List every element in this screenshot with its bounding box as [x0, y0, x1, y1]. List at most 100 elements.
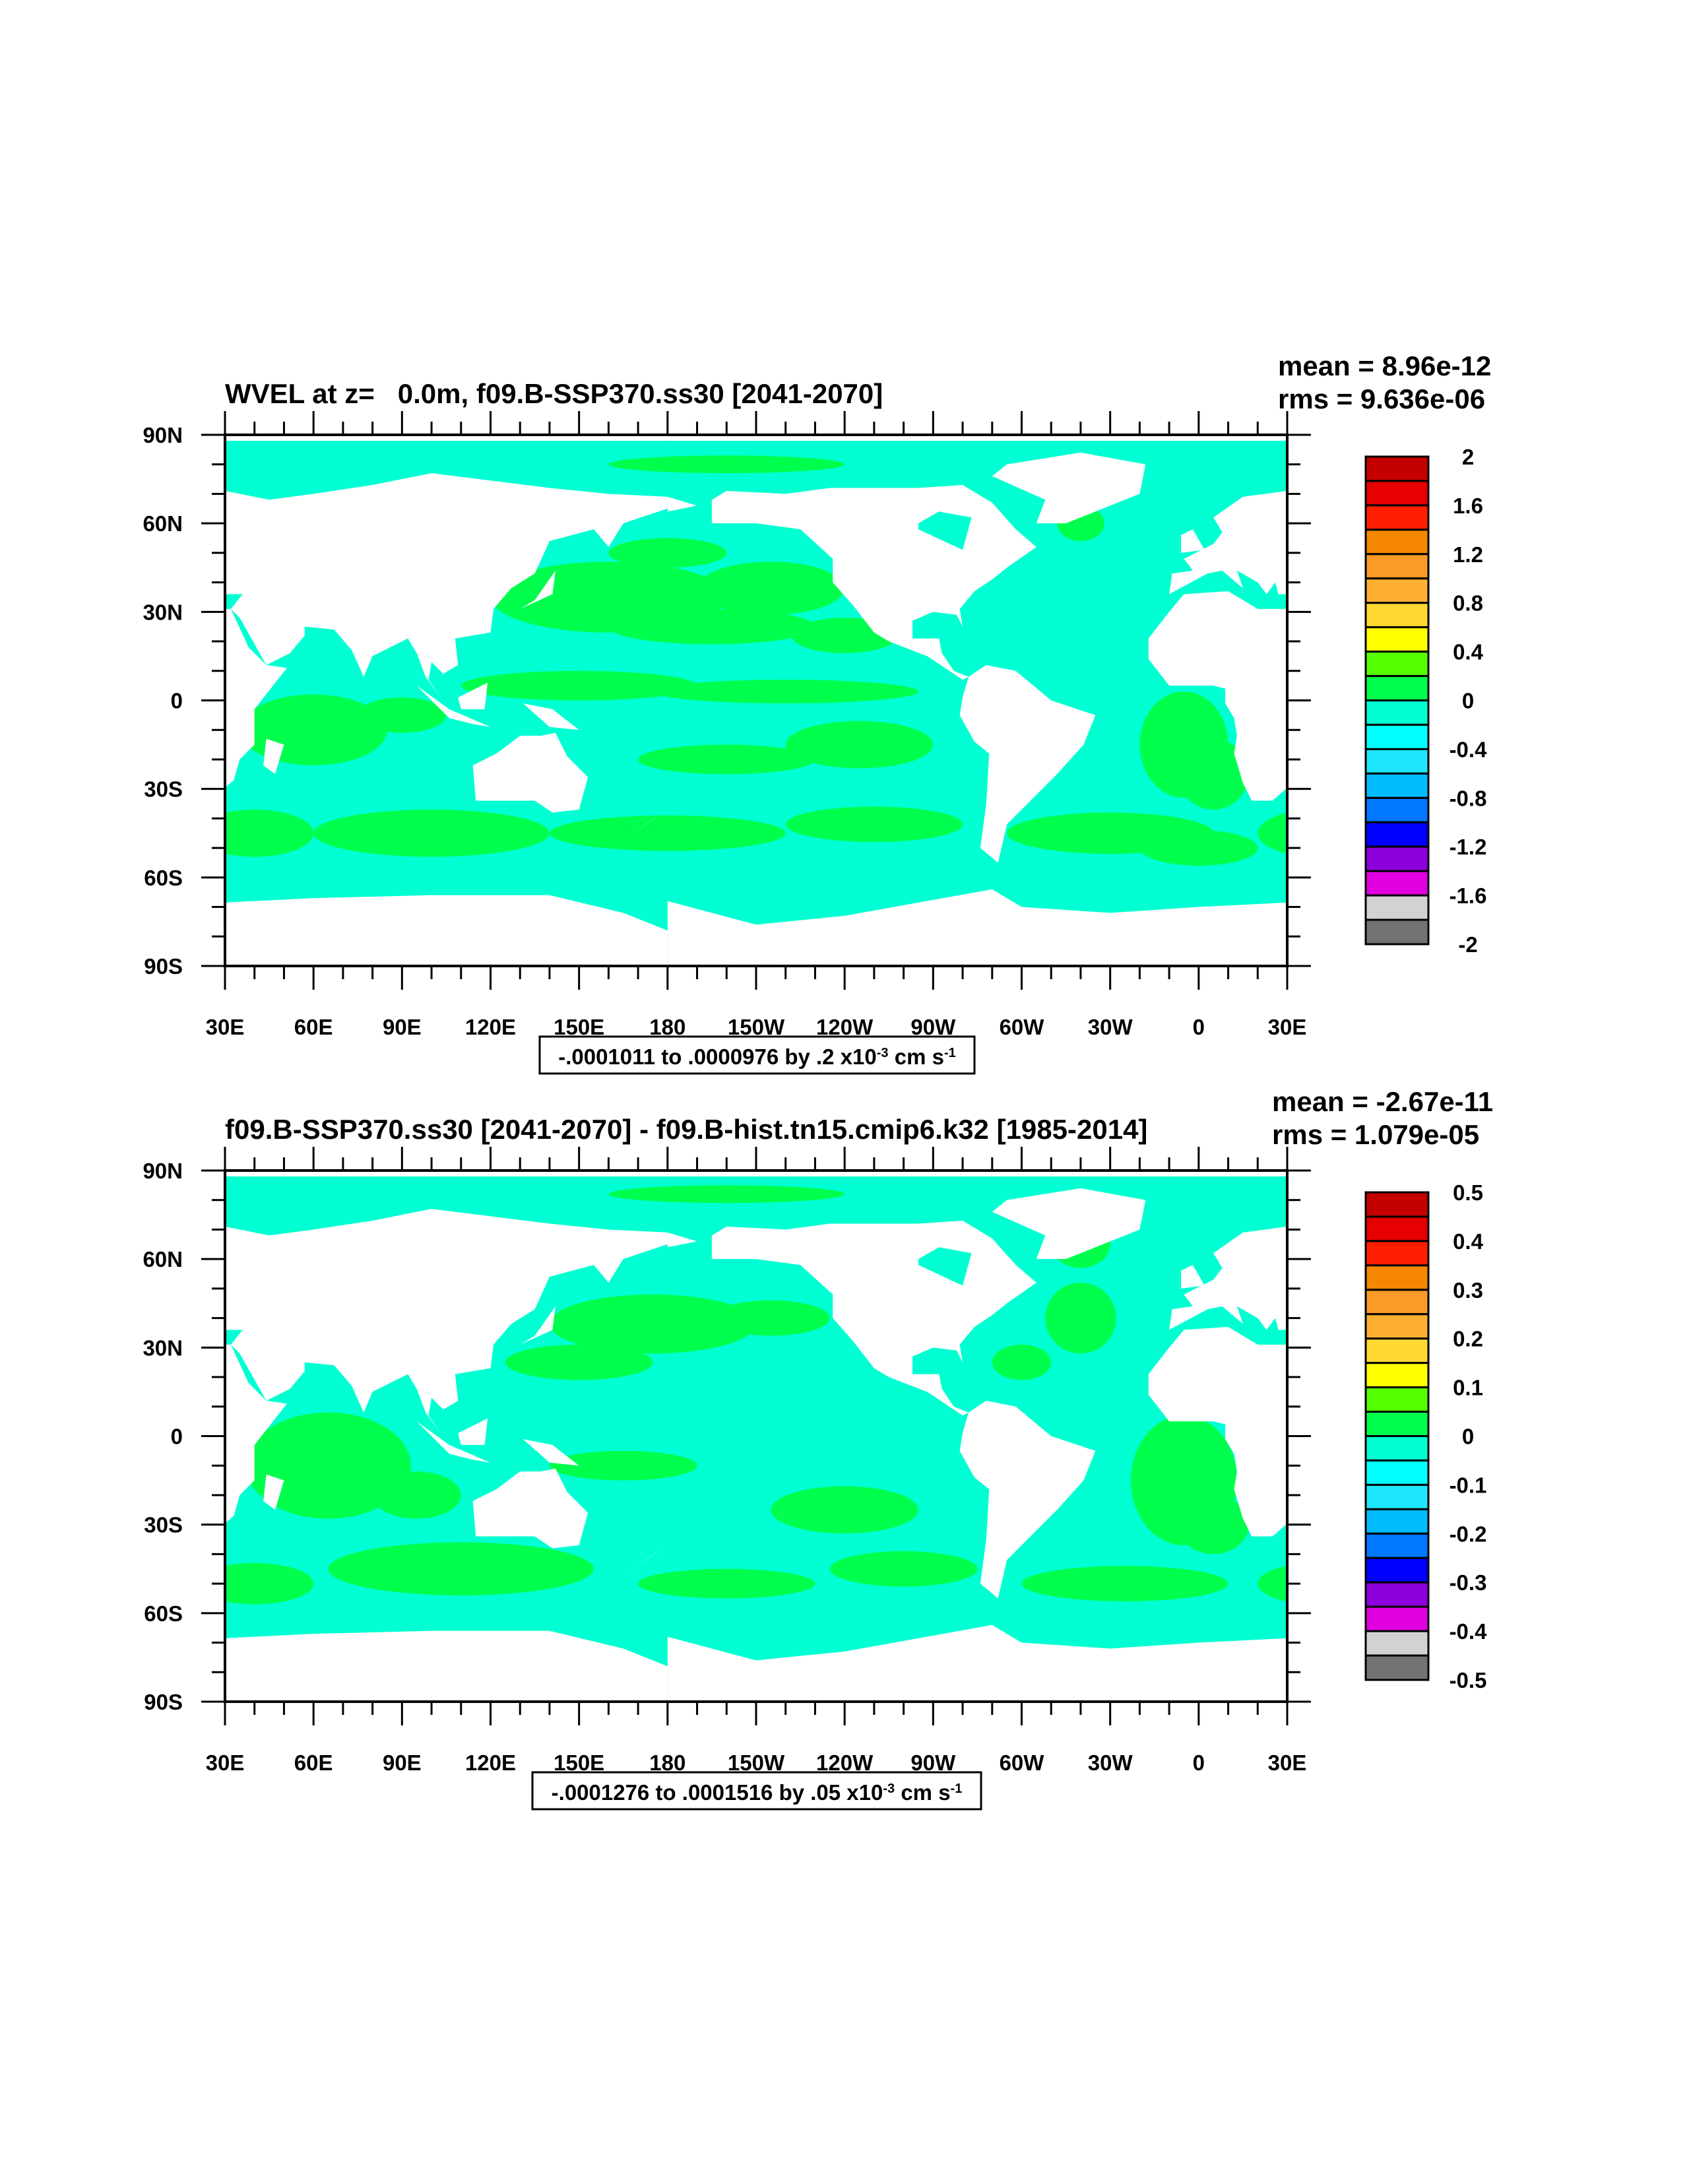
- colorbar-box: [1364, 626, 1430, 653]
- colorbar-box: [1364, 504, 1430, 531]
- x-tick-label: 30E: [206, 1015, 245, 1039]
- colorbar-label: 1.6: [1453, 494, 1483, 518]
- land-mask: [523, 703, 579, 730]
- positive-region: [1538, 511, 1626, 535]
- positive-region: [0, 1221, 48, 1268]
- y-tick-label: 0: [171, 1425, 183, 1449]
- colorbar-box: [1364, 1435, 1430, 1461]
- land-mask: [458, 1418, 488, 1445]
- hudson-bay: [918, 1247, 972, 1286]
- land-mask: [1585, 1439, 1641, 1465]
- land-mask: [225, 1171, 668, 1176]
- land-mask: [0, 1401, 33, 1599]
- positive-region: [1671, 455, 1689, 473]
- land-mask: [119, 1265, 143, 1289]
- y-tick-label: 60N: [143, 511, 183, 536]
- info-part: cm s: [895, 1780, 950, 1805]
- land-mask: [667, 1624, 1287, 1702]
- land-mask: [225, 435, 668, 441]
- land-mask: [629, 812, 662, 837]
- colorbar-box: [1364, 1581, 1430, 1608]
- land-mask: [1148, 591, 1287, 801]
- positive-region: [1021, 1566, 1228, 1601]
- colorbar-box: [1364, 1313, 1430, 1340]
- positive-region: [0, 1283, 54, 1353]
- superscript: -3: [877, 1046, 889, 1060]
- colorbar-label: 0.3: [1453, 1278, 1483, 1302]
- positive-region: [328, 1542, 594, 1595]
- land-mask: [992, 452, 1146, 524]
- x-tick-label: 150W: [728, 1750, 785, 1775]
- positive-region: [992, 1344, 1052, 1380]
- land-mask: [225, 1209, 668, 1434]
- colorbar-label: -0.2: [1450, 1522, 1487, 1546]
- colorbar-label: 1.2: [1453, 542, 1483, 567]
- y-tick-label: 30S: [144, 1513, 183, 1537]
- colorbar-label: 0.8: [1453, 591, 1483, 616]
- x-tick-label: 150W: [728, 1015, 785, 1039]
- x-tick-label: 30E: [1268, 1750, 1307, 1775]
- y-tick-label: 90S: [144, 954, 183, 979]
- positive-region: [1671, 1185, 1689, 1203]
- colorbar-label: -0.4: [1450, 737, 1488, 761]
- colorbar-label: 2: [1462, 445, 1474, 469]
- superscript: -1: [944, 1046, 956, 1060]
- colorbar-box: [1364, 894, 1430, 921]
- y-tick-label: 90N: [143, 1159, 183, 1183]
- colorbar-box: [1364, 651, 1430, 678]
- y-tick-label: 30N: [143, 600, 183, 624]
- rms-value: rms = 1.079e-05: [1272, 1119, 1479, 1150]
- land-mask: [263, 1474, 284, 1510]
- contour-info-text: -.0001276 to .0001516 by .05 x10-3 cm s-…: [552, 1780, 963, 1805]
- x-tick-label: 60W: [1000, 1015, 1045, 1039]
- positive-region: [549, 1450, 697, 1481]
- land-mask: [0, 453, 83, 523]
- colorbar-label: -0.3: [1450, 1570, 1487, 1595]
- land-mask: [523, 1438, 579, 1466]
- colorbar-box: [1364, 1411, 1430, 1438]
- positive-region: [608, 608, 815, 645]
- colorbar-label: -0.5: [1450, 1668, 1487, 1692]
- positive-region: [372, 1471, 461, 1519]
- positive-region: [77, 830, 195, 866]
- land-mask: [520, 1306, 556, 1345]
- hudson-bay: [918, 511, 972, 550]
- land-mask: [629, 1548, 662, 1572]
- land-mask: [1169, 490, 1287, 594]
- colorbar-box: [1364, 1386, 1430, 1413]
- positive-region: [1178, 1494, 1249, 1555]
- land-mask: [472, 1468, 589, 1549]
- land-mask: [1181, 529, 1205, 553]
- x-tick-label: 180: [649, 1750, 685, 1775]
- x-tick-label: 0: [1193, 1015, 1205, 1039]
- land-mask: [0, 1188, 83, 1259]
- superscript: -3: [883, 1782, 895, 1796]
- positive-region: [1612, 1451, 1689, 1481]
- positive-region: [771, 1486, 918, 1534]
- rms-value: rms = 9.636e-06: [1278, 383, 1485, 414]
- plot-panel-1: 30E 60E 90E 120E 150E 180 150W 120W 90W 60W 30W 0 30…: [0, 350, 1689, 1075]
- positive-region: [653, 680, 918, 703]
- colorbar-box: [1364, 772, 1430, 799]
- colorbar-box: [1364, 1532, 1430, 1559]
- land-mask: [520, 570, 556, 609]
- colorbar-box: [1364, 1483, 1430, 1510]
- positive-region: [0, 812, 151, 854]
- x-tick-label: 90W: [910, 1015, 956, 1039]
- x-tick-label: 120W: [816, 1750, 874, 1775]
- colorbar-box: [1364, 796, 1430, 823]
- x-tick-label: 150E: [554, 1750, 604, 1775]
- positive-region: [608, 538, 727, 568]
- land-mask: [458, 682, 488, 709]
- x-tick-label: 30W: [1088, 1750, 1133, 1775]
- colorbar-label: -0.8: [1450, 786, 1487, 810]
- land-mask: [1181, 1265, 1205, 1289]
- colorbar-box: [1364, 918, 1430, 946]
- x-tick-label: 30E: [1268, 1015, 1307, 1039]
- colorbar-box: [1364, 1605, 1430, 1632]
- land-mask: [1479, 1421, 1553, 1463]
- colorbar-box: [1364, 602, 1430, 629]
- colorbar-box: [1364, 699, 1430, 726]
- colorbar-box: [1364, 1362, 1430, 1389]
- x-tick-label: 60E: [294, 1015, 333, 1039]
